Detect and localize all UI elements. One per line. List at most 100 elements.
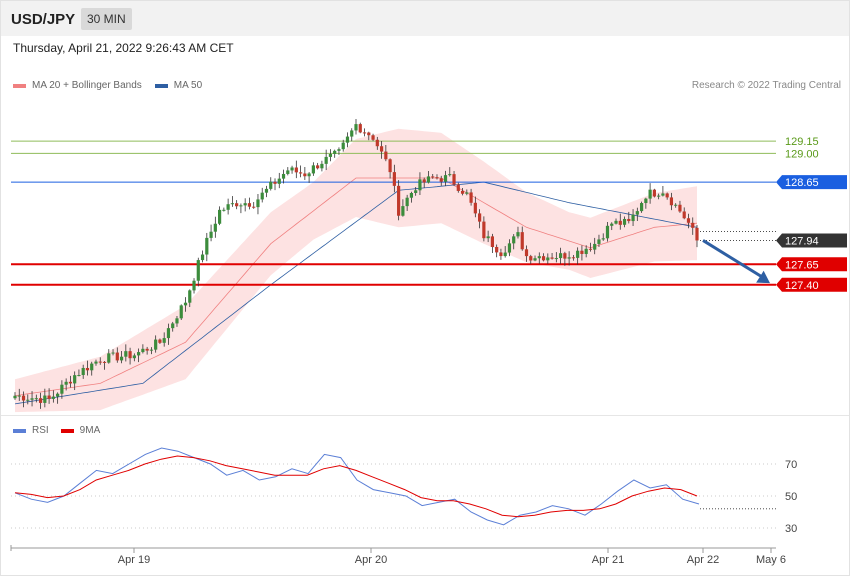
candle-body <box>669 197 674 206</box>
candle-body <box>682 211 686 219</box>
candle-body <box>252 206 256 208</box>
x-axis-tick-label: Apr 20 <box>355 554 387 566</box>
pivot-tag <box>776 175 847 190</box>
candle-body <box>205 237 209 255</box>
candle-body <box>495 246 499 253</box>
candle-body <box>431 176 435 178</box>
chart-header: USD/JPY 30 MIN <box>1 1 849 36</box>
candle-body <box>635 211 639 215</box>
candle-body <box>200 254 205 261</box>
candle-body <box>324 156 328 164</box>
candle-body <box>661 193 665 196</box>
candle-body <box>256 199 260 208</box>
candle-body <box>273 181 277 184</box>
candle-body <box>311 165 315 174</box>
candle-body <box>465 192 469 194</box>
candle-body <box>533 258 537 261</box>
rsi-tick-label: 50 <box>785 491 797 503</box>
candle-body <box>631 214 635 222</box>
candle-body <box>367 132 371 136</box>
candle-body <box>379 146 384 152</box>
candle-body <box>473 202 477 214</box>
x-axis-tick-label: Apr 19 <box>118 554 150 566</box>
candle-body <box>328 153 333 157</box>
rsi-tick-label: 30 <box>785 523 797 535</box>
x-axis-tick-label: Apr 21 <box>592 554 624 566</box>
last-price-tag <box>776 233 847 248</box>
candle-body <box>550 257 554 259</box>
candle-body <box>456 184 460 191</box>
bollinger-band <box>15 128 697 413</box>
rsi-tick-label: 70 <box>785 459 797 471</box>
candle-body <box>639 203 644 212</box>
candle-body <box>230 203 234 205</box>
candle-body <box>520 232 524 250</box>
candle-body <box>34 398 38 400</box>
candle-body <box>247 203 252 207</box>
candle-body <box>537 256 541 259</box>
candle-body <box>384 151 388 160</box>
candle-body <box>597 239 601 244</box>
x-axis-tick-label: Apr 22 <box>687 554 719 566</box>
candle-body <box>175 318 179 324</box>
candle-body <box>601 238 605 240</box>
candle-body <box>17 395 21 397</box>
candle-body <box>460 190 465 194</box>
last-price-label: 127.94 <box>785 235 819 247</box>
candle-body <box>303 173 307 177</box>
candle-body <box>290 167 294 171</box>
candle-body <box>622 218 627 225</box>
candle-body <box>226 204 230 210</box>
ma50-line <box>14 181 698 405</box>
candle-body <box>414 190 418 193</box>
candle-body <box>213 223 217 232</box>
candle-body <box>486 236 490 239</box>
candle-body <box>51 396 55 399</box>
candle-body <box>111 352 115 354</box>
candle-body <box>341 142 345 150</box>
candle-body <box>85 367 90 371</box>
rsi-series-rsi <box>14 447 700 526</box>
candle-body <box>529 256 533 261</box>
candle-body <box>644 198 648 204</box>
forecast-arrow-head <box>756 270 770 284</box>
candle-body <box>618 220 622 225</box>
candle-body <box>77 375 81 377</box>
candle-body <box>183 302 188 306</box>
candle-body <box>674 204 678 206</box>
timeframe-badge[interactable]: 30 MIN <box>81 8 132 30</box>
legend-9ma-swatch <box>60 428 74 433</box>
candle-body <box>333 150 337 154</box>
candle-body <box>503 252 507 257</box>
candle-body <box>576 250 580 258</box>
candle-body <box>196 260 200 281</box>
candle-body <box>422 179 426 183</box>
candle-body <box>294 167 298 173</box>
legend-rsi: RSI 9MA <box>13 425 100 436</box>
candle-body <box>239 205 243 207</box>
candle-body <box>119 356 124 361</box>
candle-body <box>665 193 669 198</box>
candle-body <box>691 222 695 228</box>
candle-body <box>298 172 303 174</box>
candle-body <box>158 339 162 343</box>
candle-body <box>90 363 94 371</box>
candle-body <box>179 305 183 319</box>
candle-body <box>26 399 30 401</box>
candle-body <box>60 384 64 394</box>
x-axis-tick-label: May 6 <box>756 554 786 566</box>
candle-body <box>435 177 439 179</box>
candle-body <box>524 249 529 257</box>
candle-body <box>47 395 51 399</box>
candle-body <box>401 206 405 216</box>
legend-main: MA 20 + Bollinger Bands MA 50 <box>13 80 202 91</box>
candle-body <box>94 361 98 364</box>
candle-body <box>563 253 567 259</box>
candle-body <box>605 225 610 239</box>
candle-body <box>588 248 593 250</box>
candle-body <box>478 213 482 222</box>
candle-body <box>678 204 682 212</box>
support-label: 127.40 <box>785 280 819 292</box>
candle-body <box>392 172 396 186</box>
